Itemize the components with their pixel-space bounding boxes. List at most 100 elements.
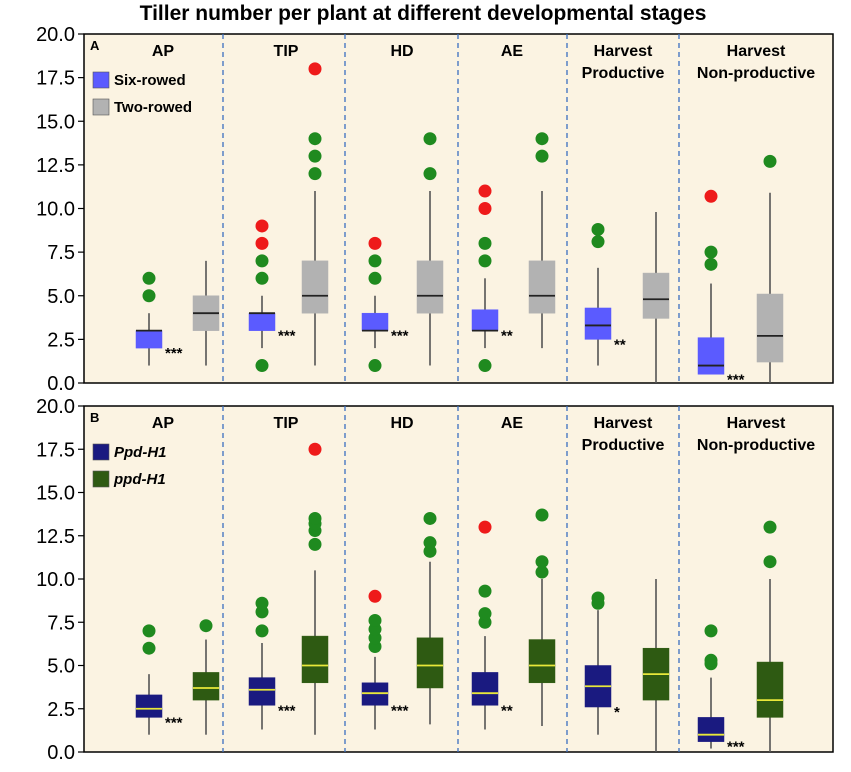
significance-label: *** bbox=[727, 739, 745, 756]
outlier-point bbox=[368, 271, 382, 285]
box bbox=[301, 260, 329, 314]
outlier-point bbox=[308, 167, 322, 181]
significance-label: ** bbox=[501, 702, 513, 719]
outlier-point bbox=[704, 624, 718, 638]
legend-label: Six-rowed bbox=[114, 72, 186, 89]
stage-label: Productive bbox=[582, 437, 665, 454]
stage-label: Non-productive bbox=[697, 65, 815, 82]
box bbox=[756, 293, 784, 363]
y-tick-label: 2.5 bbox=[47, 699, 75, 721]
outlier-point bbox=[535, 149, 549, 163]
outlier-point bbox=[704, 189, 718, 203]
box bbox=[135, 330, 163, 349]
outlier-point bbox=[308, 537, 322, 551]
stage-label: Non-productive bbox=[697, 437, 815, 454]
outlier-point bbox=[255, 254, 269, 268]
outlier-point bbox=[255, 359, 269, 373]
outlier-point bbox=[591, 235, 605, 249]
y-tick-label: 0.0 bbox=[47, 373, 75, 395]
legend-label: Two-rowed bbox=[114, 99, 192, 116]
panel-B: 0.0 2.5 5.0 7.5 10.0 12.5 15.0 17.5 20.0 B AP TIP HD… bbox=[36, 396, 834, 764]
significance-label: *** bbox=[727, 371, 745, 388]
outlier-point bbox=[368, 254, 382, 268]
stage-label: Productive bbox=[582, 65, 665, 82]
box bbox=[697, 337, 725, 375]
y-tick-label: 10.0 bbox=[36, 569, 75, 591]
outlier-point bbox=[308, 442, 322, 456]
stage-label: AP bbox=[152, 415, 175, 432]
outlier-point bbox=[478, 184, 492, 198]
outlier-point bbox=[704, 653, 718, 667]
outlier-point bbox=[535, 132, 549, 146]
panel-label: A bbox=[90, 38, 100, 53]
outlier-point bbox=[368, 359, 382, 373]
outlier-point bbox=[308, 511, 322, 525]
outlier-point bbox=[763, 154, 777, 168]
outlier-point bbox=[368, 614, 382, 628]
outlier-point bbox=[423, 167, 437, 181]
stage-label: AE bbox=[501, 415, 524, 432]
legend-swatch bbox=[92, 470, 110, 488]
y-tick-label: 17.5 bbox=[36, 439, 75, 461]
legend-swatch bbox=[92, 98, 110, 116]
outlier-point bbox=[255, 219, 269, 233]
box bbox=[248, 312, 276, 331]
stage-label: AE bbox=[501, 43, 524, 60]
chart-title: Tiller number per plant at different dev… bbox=[140, 2, 707, 25]
box bbox=[192, 672, 220, 701]
stage-label: HD bbox=[390, 415, 413, 432]
outlier-point bbox=[142, 641, 156, 655]
y-tick-label: 15.0 bbox=[36, 483, 75, 505]
y-tick-label: 10.0 bbox=[36, 199, 75, 221]
significance-label: ** bbox=[501, 328, 513, 345]
outlier-point bbox=[478, 359, 492, 373]
box bbox=[528, 639, 556, 684]
legend-swatch bbox=[92, 71, 110, 89]
y-tick-label: 0.0 bbox=[47, 742, 75, 764]
outlier-point bbox=[199, 619, 213, 633]
stage-label: Harvest bbox=[727, 415, 786, 432]
box bbox=[756, 661, 784, 718]
significance-label: *** bbox=[391, 328, 409, 345]
outlier-point bbox=[308, 62, 322, 76]
box bbox=[416, 637, 444, 689]
significance-label: * bbox=[614, 704, 620, 721]
y-tick-label: 5.0 bbox=[47, 656, 75, 678]
outlier-point bbox=[535, 565, 549, 579]
outlier-point bbox=[704, 257, 718, 271]
box bbox=[248, 677, 276, 706]
y-tick-label: 7.5 bbox=[47, 612, 75, 634]
outlier-point bbox=[255, 624, 269, 638]
outlier-point bbox=[704, 245, 718, 259]
panel-label: B bbox=[90, 410, 99, 425]
stage-label: TIP bbox=[274, 415, 299, 432]
y-tick-label: 20.0 bbox=[36, 24, 75, 46]
y-tick-label: 20.0 bbox=[36, 396, 75, 418]
outlier-point bbox=[478, 254, 492, 268]
panel-A: 0.0 2.5 5.0 7.5 10.0 12.5 15.0 17.5 20.0 A AP TIP HD… bbox=[36, 24, 834, 395]
outlier-point bbox=[423, 132, 437, 146]
panels: 0.0 2.5 5.0 7.5 10.0 12.5 15.0 17.5 20.0 A AP TIP HD… bbox=[36, 24, 834, 764]
box bbox=[135, 694, 163, 718]
outlier-point bbox=[308, 149, 322, 163]
stage-label: HD bbox=[390, 43, 413, 60]
outlier-point bbox=[478, 520, 492, 534]
significance-label: *** bbox=[278, 702, 296, 719]
box bbox=[642, 272, 670, 319]
box bbox=[528, 260, 556, 314]
outlier-point bbox=[308, 132, 322, 146]
outlier-point bbox=[591, 222, 605, 236]
stage-label: Harvest bbox=[727, 43, 786, 60]
y-tick-label: 12.5 bbox=[36, 155, 75, 177]
outlier-point bbox=[368, 236, 382, 250]
box bbox=[361, 312, 389, 331]
y-tick-label: 2.5 bbox=[47, 329, 75, 351]
y-tick-label: 17.5 bbox=[36, 68, 75, 90]
significance-label: *** bbox=[278, 328, 296, 345]
box bbox=[584, 307, 612, 340]
outlier-point bbox=[591, 591, 605, 605]
outlier-point bbox=[142, 289, 156, 303]
outlier-point bbox=[368, 589, 382, 603]
y-tick-label: 15.0 bbox=[36, 111, 75, 133]
